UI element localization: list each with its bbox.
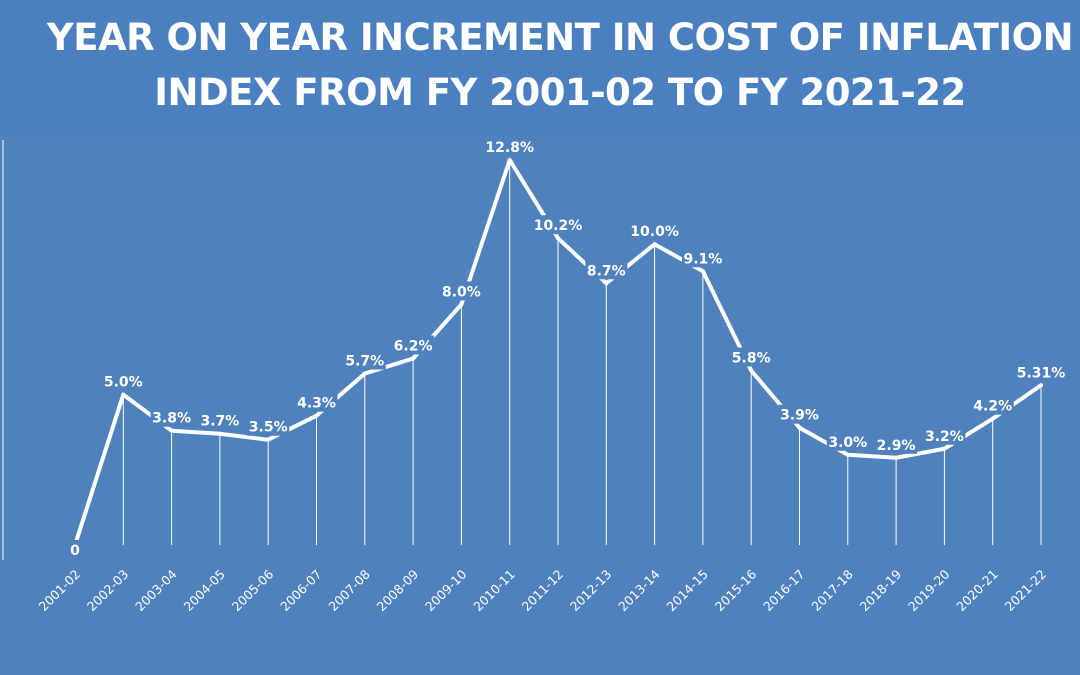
data-label-2009-10: 8.0% xyxy=(442,284,481,300)
x-tick-label-2012-13: 2012-13 xyxy=(567,567,615,615)
data-label-bg-2019-20 xyxy=(923,425,966,445)
data-point-2002-03 xyxy=(121,392,126,397)
data-label-2016-17: 3.9% xyxy=(780,408,819,424)
data-point-2013-14 xyxy=(652,242,657,247)
x-tick-label-2009-10: 2009-10 xyxy=(422,566,470,614)
data-label-bg-2010-11 xyxy=(484,137,536,156)
data-label-2002-03: 5.0% xyxy=(104,375,143,391)
data-point-2006-07 xyxy=(314,413,319,418)
data-label-2010-11: 12.8% xyxy=(485,140,534,156)
data-label-bg-2013-14 xyxy=(629,221,681,241)
x-tick-label-2007-08: 2007-08 xyxy=(325,566,373,614)
x-tick-label-2008-09: 2008-09 xyxy=(374,566,422,614)
x-tick-label-2015-16: 2015-16 xyxy=(712,566,760,614)
data-label-bg-2015-16 xyxy=(730,347,773,367)
data-point-2004-05 xyxy=(217,431,222,436)
data-point-2005-06 xyxy=(266,437,271,442)
data-point-2007-08 xyxy=(362,371,367,376)
data-point-2019-20 xyxy=(942,446,947,451)
data-label-bg-2001-02 xyxy=(67,540,83,559)
data-label-bg-2016-17 xyxy=(778,404,821,424)
x-tick-label-2001-02: 2001-02 xyxy=(36,567,84,615)
data-point-2015-16 xyxy=(749,368,754,373)
x-tick-label-2004-05: 2004-05 xyxy=(180,567,228,615)
data-label-bg-2002-03 xyxy=(102,371,145,391)
x-tick-label-2016-17: 2016-17 xyxy=(760,567,808,615)
x-tick-label-2003-04: 2003-04 xyxy=(132,566,180,614)
x-tick-label-2019-20: 2019-20 xyxy=(905,566,953,614)
data-point-2017-18 xyxy=(845,452,850,457)
data-label-2006-07: 4.3% xyxy=(297,396,336,412)
data-label-bg-2017-18 xyxy=(826,431,869,451)
data-point-2009-10 xyxy=(459,302,464,307)
data-label-bg-2020-21 xyxy=(971,395,1014,415)
x-tick-label-2002-03: 2002-03 xyxy=(84,567,132,615)
data-point-2010-11 xyxy=(507,158,512,162)
data-label-bg-2009-10 xyxy=(440,281,483,301)
data-label-bg-2005-06 xyxy=(247,416,290,436)
data-label-bg-2011-12 xyxy=(532,215,584,235)
x-tick-label-2018-19: 2018-19 xyxy=(857,566,905,614)
data-label-2020-21: 4.2% xyxy=(973,399,1012,415)
data-label-2014-15: 9.1% xyxy=(683,251,722,267)
data-label-bg-2012-13 xyxy=(585,260,628,280)
data-label-2003-04: 3.8% xyxy=(152,411,191,427)
data-label-2008-09: 6.2% xyxy=(394,339,433,355)
x-tick-label-2013-14: 2013-14 xyxy=(615,566,663,614)
data-label-bg-2008-09 xyxy=(392,335,435,355)
x-tick-label-2011-12: 2011-12 xyxy=(519,567,567,615)
data-label-bg-2006-07 xyxy=(295,392,338,412)
data-label-bg-2014-15 xyxy=(681,248,724,268)
data-label-2021-22: 5.31% xyxy=(1017,365,1066,381)
data-point-2003-04 xyxy=(169,428,174,433)
data-point-2008-09 xyxy=(411,356,416,361)
x-tick-label-2005-06: 2005-06 xyxy=(229,566,277,614)
data-point-2012-13 xyxy=(604,281,609,286)
data-label-2017-18: 3.0% xyxy=(828,435,867,451)
data-point-2021-22 xyxy=(1039,383,1043,388)
data-point-2014-15 xyxy=(700,269,705,274)
data-label-bg-2018-19 xyxy=(875,434,918,454)
title-area: YEAR ON YEAR INCREMENT IN COST OF INFLAT… xyxy=(0,0,1080,134)
x-tick-label-2010-11: 2010-11 xyxy=(470,567,518,615)
data-label-bg-2004-05 xyxy=(198,410,241,430)
data-point-2016-17 xyxy=(797,425,802,430)
data-label-2004-05: 3.7% xyxy=(200,414,239,430)
chart-title: YEAR ON YEAR INCREMENT IN COST OF INFLAT… xyxy=(46,16,1074,114)
data-label-bg-2007-08 xyxy=(343,350,386,370)
data-point-2018-19 xyxy=(894,455,899,460)
x-tick-label-2017-18: 2017-18 xyxy=(808,566,856,614)
data-point-2020-21 xyxy=(990,416,995,421)
x-tick-label-2020-21: 2020-21 xyxy=(953,567,1001,615)
data-label-2019-20: 3.2% xyxy=(925,429,964,445)
data-label-2005-06: 3.5% xyxy=(249,420,288,436)
data-label-2011-12: 10.2% xyxy=(534,218,583,234)
data-label-bg-2021-22 xyxy=(1015,362,1067,382)
data-point-2011-12 xyxy=(556,236,560,241)
x-tick-label-2021-22: 2021-22 xyxy=(1002,567,1050,615)
data-label-2007-08: 5.7% xyxy=(345,354,384,370)
data-label-2018-19: 2.9% xyxy=(877,438,916,454)
data-label-2015-16: 5.8% xyxy=(732,351,771,367)
data-label-2012-13: 8.7% xyxy=(587,263,626,279)
x-tick-label-2006-07: 2006-07 xyxy=(277,567,325,615)
data-label-bg-2003-04 xyxy=(150,407,193,427)
x-tick-label-2014-15: 2014-15 xyxy=(663,567,711,615)
data-label-2001-02: 0 xyxy=(70,543,80,559)
data-label-2013-14: 10.0% xyxy=(630,224,679,240)
